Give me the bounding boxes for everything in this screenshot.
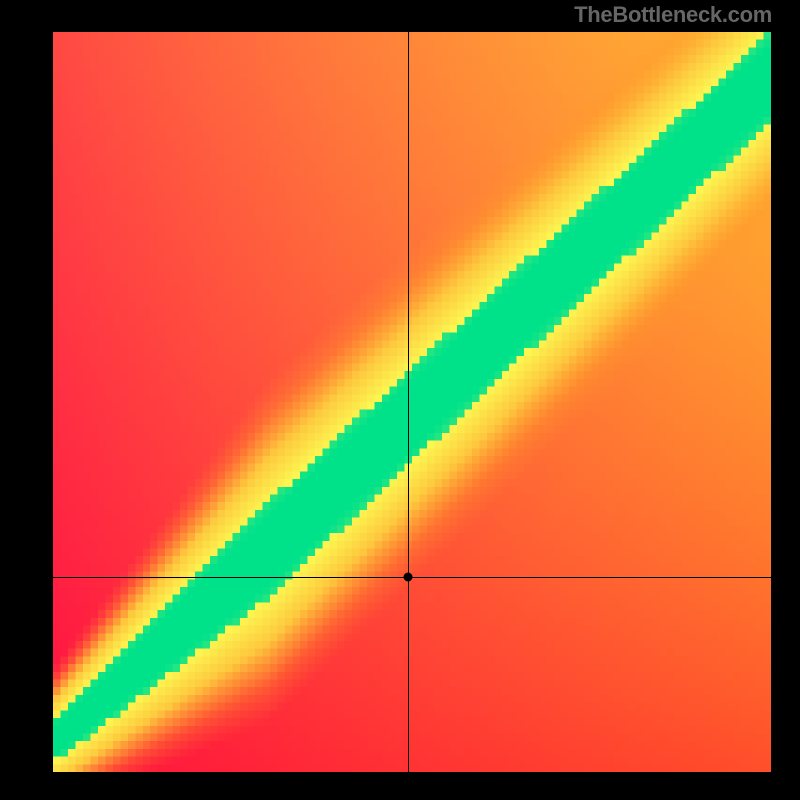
bottleneck-heatmap (53, 32, 771, 772)
chart-root: TheBottleneck.com (0, 0, 800, 800)
watermark-text: TheBottleneck.com (574, 2, 772, 28)
